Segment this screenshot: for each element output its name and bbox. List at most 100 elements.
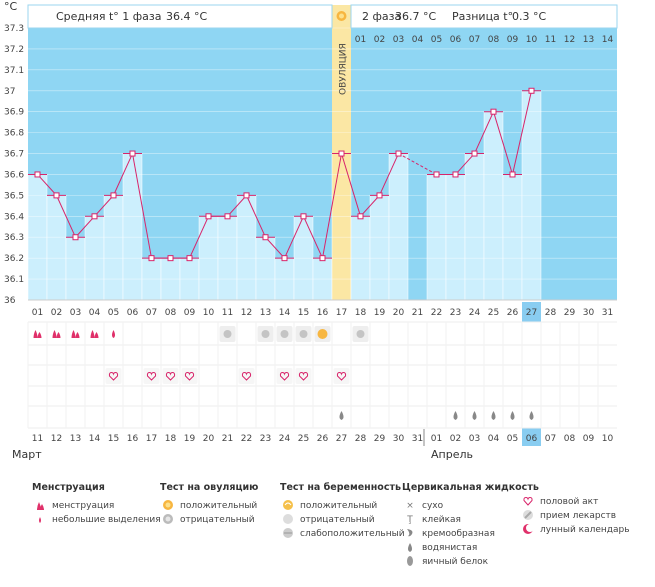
cycle-day-label: 19 (374, 308, 386, 318)
temperature-point (528, 87, 535, 94)
temperature-point (205, 213, 212, 220)
medicine-icon (520, 509, 536, 524)
temperature-point (452, 171, 459, 178)
temperature-point (433, 171, 440, 178)
phase1-label: Средняя t° 1 фаза (56, 10, 162, 23)
phase1-value: 36.4 °C (166, 10, 207, 23)
sticky-icon: Ţ (407, 515, 413, 525)
calendar-date-label: 12 (51, 434, 62, 444)
menstruation-icon (32, 499, 48, 514)
temperature-point (376, 192, 383, 199)
temperature-point (338, 150, 345, 157)
temperature-line-segment (493, 111, 513, 175)
cycle-day-label: 01 (32, 308, 43, 318)
calendar-date-label: 25 (298, 434, 309, 444)
temperature-bar (103, 195, 124, 301)
calendar-date-label: 22 (241, 434, 252, 444)
temperature-point (262, 234, 269, 241)
temperature-point (148, 255, 155, 262)
calendar-date-label: 04 (488, 434, 500, 444)
temperature-point (319, 255, 326, 262)
temperature-bar (369, 195, 390, 301)
creamy-icon (402, 527, 418, 542)
temperature-line-segment (113, 153, 133, 196)
calendar-date-label: 23 (260, 434, 271, 444)
intercourse-heart-icon (336, 371, 347, 381)
temperature-point (300, 213, 307, 220)
ovulation-test-positive-mark (317, 329, 328, 339)
diff-value: 0.3 °C (512, 10, 546, 23)
cycle-day-label: 06 (127, 308, 139, 318)
temperature-point (91, 213, 98, 220)
phase2-day-label: 14 (602, 35, 614, 45)
legend-ovulation-test: Тест на овуляцию положительный отрицател… (160, 482, 258, 527)
temperature-line-segment (265, 236, 285, 259)
calendar-date-label: 29 (374, 434, 386, 444)
cycle-day-label: 15 (298, 308, 309, 318)
ovulation-label: ОВУЛЯЦИЯ (339, 43, 349, 95)
legend-pregnancy-test: Тест на беременность положительный отриц… (280, 482, 405, 541)
cervical-watery-icon (491, 411, 496, 420)
temperature-bar (122, 153, 143, 301)
intercourse-heart-icon (165, 371, 176, 381)
temperature-line-segment (474, 111, 494, 154)
temperature-point (490, 108, 497, 115)
temperature-line-segment (189, 216, 209, 259)
temperature-line-segment (227, 195, 247, 217)
temperature-line-segment (132, 153, 152, 259)
phase2-day-label: 13 (583, 35, 594, 45)
cycle-day-label: 17 (336, 308, 347, 318)
temperature-point (167, 255, 174, 262)
legend-egg-white-label: яичный белок (422, 557, 489, 567)
y-tick-label: 36.5 (4, 191, 24, 201)
today-date-highlight (522, 428, 541, 446)
legend-menstruation-title: Менструация (32, 482, 105, 493)
calendar-date-label: 06 (526, 434, 538, 444)
temperature-line-segment (512, 90, 532, 175)
calendar-date-label: 28 (355, 434, 367, 444)
legend-ovulation-test-title: Тест на овуляцию (160, 482, 259, 493)
cycle-day-label: 25 (488, 308, 499, 318)
cycle-day-label: 04 (89, 308, 101, 318)
phase2-day-label: 05 (431, 35, 442, 45)
phase2-day-label: 10 (526, 35, 538, 45)
phase2-day-label: 07 (469, 35, 480, 45)
menstruation-drop-icon (33, 330, 42, 338)
intercourse-heart-icon (184, 371, 195, 381)
menstruation-drop-icon (71, 330, 80, 338)
phase1-header-box (27, 4, 333, 29)
y-tick-label: 36.4 (4, 212, 24, 222)
temperature-point (243, 192, 250, 199)
cycle-day-label: 26 (507, 308, 519, 318)
cycle-day-label: 11 (222, 308, 233, 318)
calendar-date-label: 07 (545, 434, 556, 444)
legend-medicine-label: прием лекарств (540, 511, 617, 521)
temperature-point (395, 150, 402, 157)
calendar-date-label: 21 (222, 434, 233, 444)
cycle-day-label: 21 (412, 308, 423, 318)
temperature-point (72, 234, 79, 241)
month-march-label: Март (12, 448, 42, 461)
temperature-bar (464, 153, 485, 301)
cycle-day-label: 31 (602, 308, 613, 318)
calendar-date-label: 09 (583, 434, 595, 444)
phase2-header-box (350, 4, 618, 29)
calendar-date-label: 26 (317, 434, 329, 444)
ovulation-test-negative-mark (299, 330, 308, 338)
intercourse-heart-icon (108, 371, 119, 381)
y-tick-label: 36.3 (4, 233, 24, 243)
cycle-day-label: 13 (260, 308, 271, 318)
y-tick-label: 37.3 (4, 24, 24, 34)
temperature-line-segment (379, 153, 399, 196)
legend-dry-label: сухо (422, 501, 444, 511)
legend-menstruation: Менструация менструация небольшие выделе… (32, 482, 161, 527)
intercourse-cell (105, 368, 122, 384)
phase2-value: 36.7 °C (395, 10, 436, 23)
spotting-icon (32, 513, 48, 528)
intercourse-cell (333, 368, 350, 384)
legend-pregnancy-negative-label: отрицательный (300, 515, 375, 525)
legend-cervical-title: Цервикальная жидкость (402, 482, 539, 493)
ovulation-sun-icon-core (339, 13, 344, 19)
cervical-watery-icon (339, 411, 344, 420)
